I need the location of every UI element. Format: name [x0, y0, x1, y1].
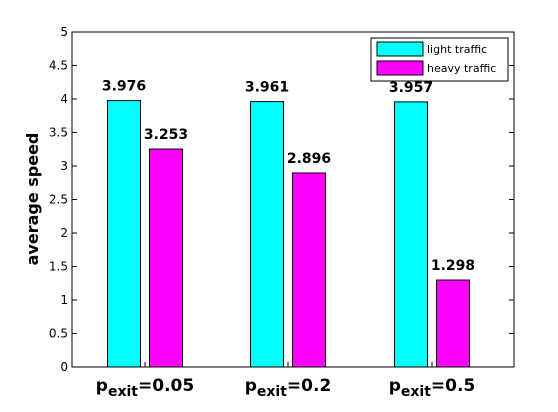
x-label-main: p — [389, 376, 401, 396]
data-label: 1.298 — [431, 258, 475, 274]
bar-light-1 — [250, 101, 284, 368]
y-tick-label: 5 — [60, 25, 68, 39]
y-tick-label: 1.5 — [49, 260, 68, 274]
bar-light-0 — [107, 100, 141, 368]
legend-label: light traffic — [427, 43, 487, 56]
x-label-main: p — [245, 376, 257, 396]
y-tick-label: 0.5 — [49, 327, 68, 341]
x-label-rest: =0.5 — [431, 376, 475, 396]
legend: light traffic heavy traffic — [370, 37, 509, 82]
data-label: 3.957 — [389, 80, 433, 96]
bars — [107, 100, 470, 368]
x-label-sub: exit — [108, 384, 138, 400]
data-label: 3.976 — [102, 79, 146, 95]
data-labels: 3.976 3.253 3.961 2.896 3.957 1.298 — [102, 79, 475, 274]
bar-heavy-0 — [149, 148, 183, 368]
x-label-rest: =0.2 — [287, 376, 331, 396]
data-label: 2.896 — [287, 151, 331, 167]
y-tick-label: 1 — [60, 293, 68, 307]
legend-swatch-heavy — [376, 60, 424, 76]
data-label: 3.961 — [245, 80, 289, 96]
x-label-main: p — [96, 376, 108, 396]
x-tick-label: pexit=0.2 — [245, 376, 332, 400]
legend-swatch-light — [376, 41, 424, 57]
bar-light-2 — [394, 101, 428, 368]
y-tick-label: 0 — [60, 360, 68, 374]
x-tick-label: pexit=0.05 — [96, 376, 194, 400]
x-tick-label: pexit=0.5 — [389, 376, 476, 400]
y-tick-label: 2 — [60, 226, 68, 240]
data-label: 3.253 — [144, 127, 188, 143]
x-label-sub: exit — [401, 384, 431, 400]
bar-heavy-1 — [292, 172, 326, 368]
y-axis: 0 0.5 1 1.5 2 2.5 3 3.5 4 4.5 5 — [49, 25, 514, 374]
x-label-rest: =0.05 — [138, 376, 194, 396]
y-tick-label: 3 — [60, 159, 68, 173]
legend-label: heavy traffic — [427, 62, 496, 75]
x-axis: pexit=0.05 pexit=0.2 pexit=0.5 — [96, 362, 475, 400]
y-tick-label: 4 — [60, 92, 68, 106]
bar-heavy-2 — [436, 279, 470, 368]
y-axis-label: average speed — [23, 133, 42, 266]
y-tick-label: 3.5 — [49, 126, 68, 140]
y-tick-label: 2.5 — [49, 193, 68, 207]
y-tick-label: 4.5 — [49, 59, 68, 73]
x-label-sub: exit — [257, 384, 287, 400]
